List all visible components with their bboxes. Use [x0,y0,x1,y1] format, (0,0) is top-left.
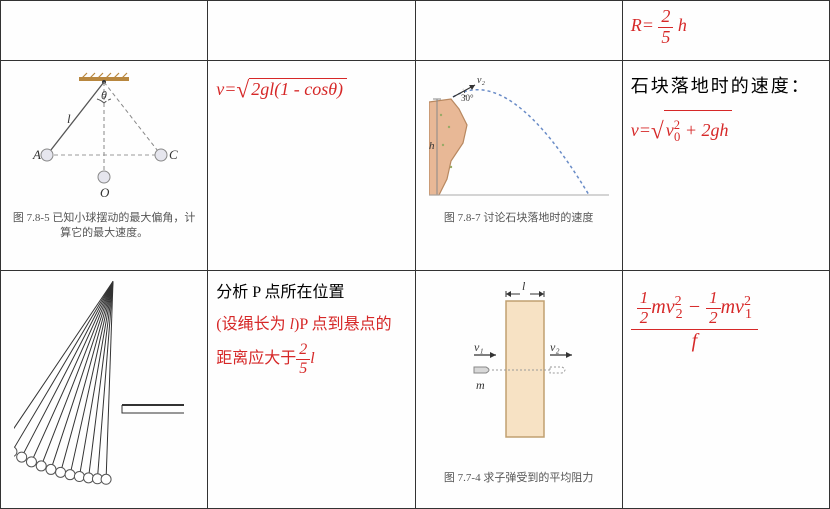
r1c3-prefix: 石块落地时的速度： [631,76,811,96]
svg-text:v₁: v₁ [474,340,484,354]
cell-r1c3: 石块落地时的速度： v=√v20 + 2gh [622,61,829,271]
svg-text:m: m [476,378,485,392]
svg-text:l: l [67,111,71,126]
r2c2-caption: 图 7.7-4 求子弹受到的平均阻力 [444,471,593,486]
r1c3-sqrt-body: v20 + 2gh [664,110,733,151]
r1c1-sqrt-body: 2gl(1 - cosθ) [249,78,347,100]
r1c2-caption: 图 7.8-7 讨论石块落地时的速度 [444,211,593,226]
svg-text:l: l [522,279,526,293]
cell-r1c2: h 30° v₂ 图 7.8-7 讨论石块落地时的速度 [415,61,622,271]
swing-series-diagram [14,277,194,497]
projectile-diagram: h 30° v₂ [429,67,609,207]
r1c0-caption: 图 7.8-5 已知小球摆动的最大偏角，计算它的最大速度。 [9,211,199,242]
cell-r1c0: A C O θ l 图 7.8-5 已知小球摆动的最大偏角，计算它的最大速度。 [1,61,208,271]
cell-r0c2 [415,1,622,61]
svg-text:C: C [169,147,178,162]
cell-r2c1: 分析 P 点所在位置 (设绳长为 l)P 点到悬点的距离应大于 2 5 l [208,271,415,509]
r0c3-h: h [678,15,687,35]
svg-text:h: h [429,140,435,152]
r2c1-line2: (设绳长为 l)P 点到悬点的距离应大于 2 5 l [216,309,406,377]
svg-text:30°: 30° [461,93,474,103]
cell-r2c3: 1 2 mv22 − 1 2 mv21 f [622,271,829,509]
cell-r0c3: R= 2 5 h [622,1,829,61]
r0c3-R: R [631,15,642,35]
r0c3-eq: = [642,15,654,35]
r1c3-v: v= [631,120,651,140]
r1c1-v: v= [216,79,236,99]
cell-r0c0 [1,1,208,61]
svg-text:O: O [100,185,110,200]
svg-text:v₂: v₂ [477,75,485,86]
cell-r2c0 [1,271,208,509]
cell-r2c2: l m v₁ v₂ 图 7.7-4 求子 [415,271,622,509]
bullet-block-diagram: l m v₁ v₂ [434,277,604,467]
r0c3-frac-num: 2 [658,7,673,28]
cell-r0c1 [208,1,415,61]
r2c3-den: f [631,330,758,352]
svg-text:v₂: v₂ [550,340,560,354]
r0c3-frac: 2 5 [658,7,673,48]
pendulum-diagram: A C O θ l [19,67,189,207]
cell-r1c1: v=√2gl(1 - cosθ) [208,61,415,271]
svg-text:θ: θ [101,88,107,102]
physics-table: R= 2 5 h [0,0,830,509]
r2c3-bigfrac: 1 2 mv22 − 1 2 mv21 f [631,287,758,352]
r0c3-frac-den: 5 [658,28,673,48]
svg-text:A: A [32,147,41,162]
r2c1-line1: 分析 P 点所在位置 [216,277,406,309]
